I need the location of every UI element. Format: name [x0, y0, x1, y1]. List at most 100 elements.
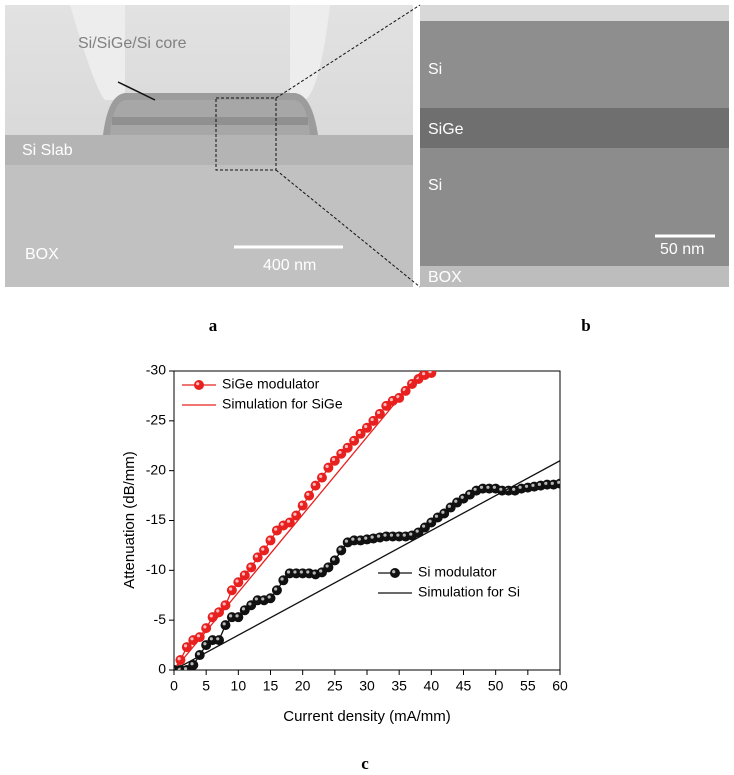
- marker: [297, 500, 308, 511]
- marker: [291, 510, 302, 521]
- marker-body: [233, 612, 244, 623]
- marker: [439, 508, 450, 519]
- marker-body: [239, 570, 250, 581]
- marker-highlight: [190, 662, 194, 666]
- marker-highlight: [261, 597, 265, 601]
- marker-highlight: [383, 533, 387, 537]
- marker-highlight: [196, 634, 201, 638]
- marker: [259, 545, 270, 556]
- marker-highlight: [364, 424, 368, 429]
- marker: [362, 422, 372, 433]
- zoom-line: [275, 169, 421, 288]
- marker-highlight: [486, 485, 490, 489]
- x-tick-label: 5: [202, 678, 210, 694]
- marker-body: [226, 585, 237, 596]
- marker: [220, 620, 231, 631]
- x-tick-label: 35: [391, 678, 407, 694]
- plot-frame: [173, 370, 561, 671]
- marker-highlight: [344, 444, 348, 449]
- marker-highlight: [351, 537, 355, 541]
- marker: [239, 570, 250, 581]
- marker: [214, 635, 225, 646]
- marker: [284, 517, 295, 528]
- marker-body: [265, 593, 276, 604]
- marker: [194, 380, 204, 390]
- marker: [316, 472, 327, 483]
- marker-highlight: [229, 587, 233, 591]
- marker-highlight: [473, 487, 477, 491]
- marker-body: [555, 478, 560, 489]
- x-tick-label: 60: [552, 678, 568, 694]
- plot-area: [174, 371, 560, 670]
- label-box: BOX: [428, 269, 462, 286]
- marker-highlight: [396, 395, 400, 399]
- marker: [181, 642, 192, 653]
- x-tick-label: 50: [488, 678, 504, 694]
- marker: [226, 585, 237, 596]
- marker-body: [336, 545, 347, 556]
- series-line: [174, 460, 560, 670]
- marker-highlight: [241, 607, 246, 611]
- marker-body: [194, 380, 204, 390]
- x-tick-label: 45: [456, 678, 472, 694]
- marker-highlight: [434, 514, 439, 518]
- marker-highlight: [286, 519, 291, 523]
- marker-highlight: [441, 510, 445, 514]
- marker: [323, 562, 334, 573]
- marker-highlight: [222, 622, 226, 626]
- marker-highlight: [254, 554, 258, 558]
- y-tick-label: -15: [146, 511, 166, 527]
- marker-highlight: [183, 644, 188, 648]
- marker-body: [329, 555, 340, 566]
- panel-b-image: [420, 5, 729, 287]
- marker-body: [368, 415, 379, 426]
- marker: [265, 535, 276, 546]
- marker: [349, 435, 360, 446]
- marker-highlight: [409, 532, 413, 536]
- marker-body: [390, 568, 400, 578]
- marker-highlight: [248, 564, 252, 568]
- marker-highlight: [389, 398, 394, 402]
- marker: [246, 562, 257, 573]
- marker-highlight: [447, 504, 451, 508]
- marker-highlight: [229, 614, 233, 618]
- legend-label: Simulation for Si: [418, 584, 520, 600]
- marker-highlight: [370, 535, 374, 539]
- x-axis-label: Current density (mA/mm): [283, 708, 451, 725]
- panel-label: a: [209, 316, 218, 335]
- marker-highlight: [544, 481, 548, 485]
- marker: [201, 623, 212, 634]
- marker-body: [278, 575, 289, 586]
- marker: [555, 478, 560, 489]
- marker-highlight: [531, 483, 535, 487]
- label-si-top: Si: [428, 61, 442, 78]
- legend-label: SiGe modulator: [222, 376, 320, 392]
- marker-highlight: [293, 512, 297, 516]
- marker-highlight: [203, 642, 207, 646]
- marker-highlight: [286, 570, 291, 574]
- panel-a-image: [5, 5, 413, 287]
- marker-highlight: [325, 464, 329, 468]
- marker-highlight: [209, 637, 213, 641]
- y-axis-label: Attenuation (dB/mm): [121, 451, 138, 589]
- y-tick-label: -30: [146, 362, 166, 378]
- marker-body: [323, 462, 334, 473]
- marker-body: [310, 480, 321, 491]
- x-tick-label: 10: [231, 678, 247, 694]
- y-tick-label: -10: [146, 561, 166, 577]
- marker: [278, 575, 289, 586]
- marker-highlight: [306, 570, 310, 574]
- marker: [374, 408, 385, 419]
- legend-label: Simulation for SiGe: [222, 396, 343, 412]
- marker-body: [323, 562, 334, 573]
- y-tick-label: 0: [158, 661, 166, 677]
- marker-highlight: [183, 667, 188, 670]
- marker: [342, 442, 353, 453]
- marker: [390, 568, 400, 578]
- marker-highlight: [312, 482, 316, 486]
- marker: [381, 400, 392, 411]
- marker-body: [271, 585, 282, 596]
- marker-highlight: [537, 482, 542, 486]
- marker-highlight: [319, 569, 323, 573]
